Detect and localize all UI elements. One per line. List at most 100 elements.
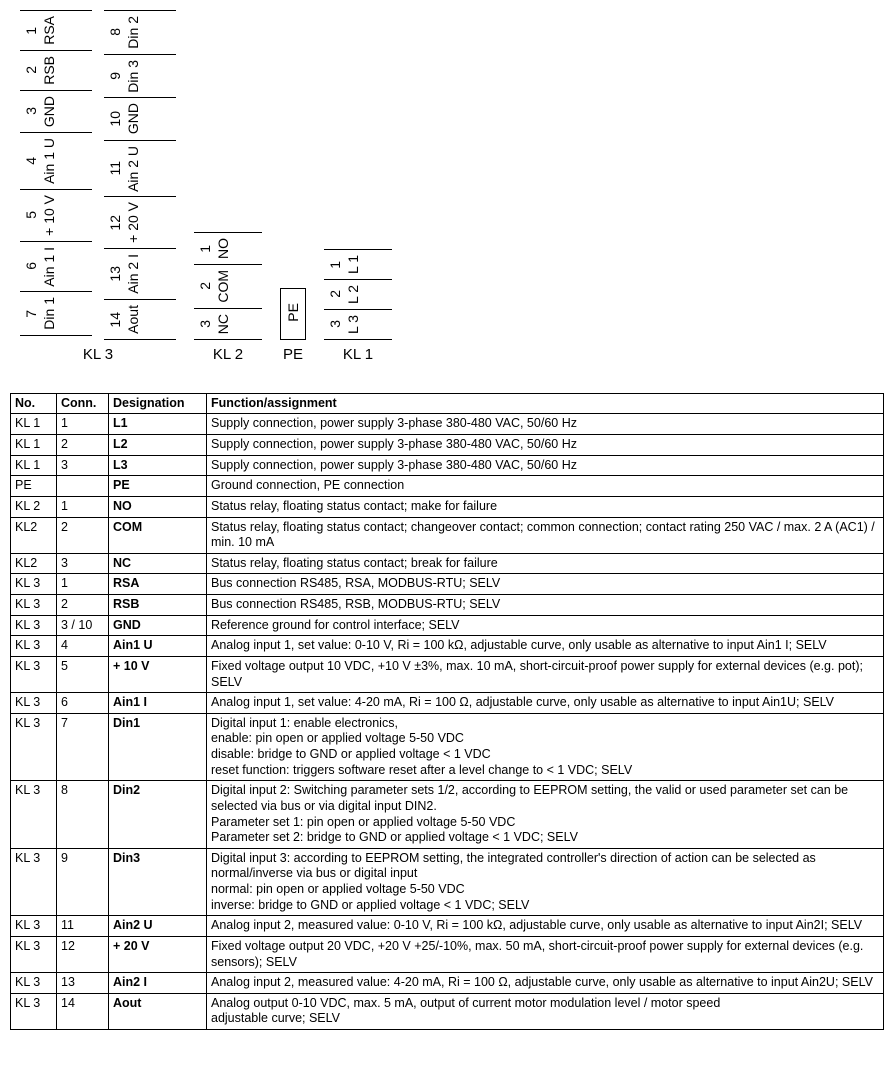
cell-func: Status relay, floating status contact; m… (207, 496, 884, 517)
pin-label: Aout (125, 303, 173, 336)
cell-conn: 8 (57, 781, 109, 849)
cell-no: KL 3 (11, 693, 57, 714)
cell-func: Analog input 2, measured value: 4-20 mA,… (207, 973, 884, 994)
terminal-pin: 10GND (104, 98, 176, 140)
table-row: KL 38Din2Digital input 2: Switching para… (11, 781, 884, 849)
pin-label: + 20 V (125, 200, 173, 245)
cell-no: KL 3 (11, 973, 57, 994)
table-row: KL 312+ 20 VFixed voltage output 20 VDC,… (11, 936, 884, 972)
pin-label: L 1 (345, 253, 389, 276)
table-row: KL 313Ain2 IAnalog input 2, measured val… (11, 973, 884, 994)
header-no: No. (11, 393, 57, 414)
cell-no: KL 3 (11, 848, 57, 916)
pin-label: L 3 (345, 313, 389, 336)
terminal-pin: 2RSB (20, 51, 92, 91)
pin-assignment-table: No. Conn. Designation Function/assignmen… (10, 393, 884, 1030)
terminal-pin: 9Din 3 (104, 55, 176, 99)
pin-number: 1 (23, 27, 41, 35)
cell-func: Supply connection, power supply 3-phase … (207, 414, 884, 435)
pin-number: 12 (107, 215, 125, 231)
kl3-block: 1RSA2RSB3GND4Ain 1 U5+ 10 V6Ain 1 I7Din … (20, 10, 176, 363)
terminal-pin: 1L 1 (324, 249, 392, 280)
pin-label: GND (41, 94, 89, 129)
cell-no: KL 3 (11, 574, 57, 595)
cell-desig: L1 (109, 414, 207, 435)
cell-conn: 9 (57, 848, 109, 916)
kl3-col-a: 1RSA2RSB3GND4Ain 1 U5+ 10 V6Ain 1 I7Din … (20, 10, 92, 340)
pin-label: Din 2 (125, 14, 173, 51)
cell-conn: 11 (57, 916, 109, 937)
header-desig: Designation (109, 393, 207, 414)
cell-desig: RSB (109, 595, 207, 616)
table-row: KL 32RSBBus connection RS485, RSB, MODBU… (11, 595, 884, 616)
pin-number: 8 (107, 28, 125, 36)
terminal-pin: 2L 2 (324, 280, 392, 310)
pin-number: 1 (197, 245, 215, 253)
pe-label: PE (283, 346, 303, 363)
cell-no: KL 3 (11, 781, 57, 849)
cell-conn: 3 (57, 455, 109, 476)
pin-number: 2 (197, 282, 215, 290)
cell-no: KL 1 (11, 455, 57, 476)
terminal-pin: 13Ain 2 I (104, 249, 176, 300)
table-row: KL 37Din1Digital input 1: enable electro… (11, 713, 884, 781)
pin-number: 6 (23, 262, 41, 270)
terminal-pin: 3GND (20, 91, 92, 133)
pin-number: 3 (327, 320, 345, 328)
terminal-pin: 1RSA (20, 10, 92, 51)
cell-desig: Din1 (109, 713, 207, 781)
cell-func: Digital input 1: enable electronics,enab… (207, 713, 884, 781)
cell-desig: Ain1 U (109, 636, 207, 657)
table-row: KL 311Ain2 UAnalog input 2, measured val… (11, 916, 884, 937)
kl2-col: 1NO2COM3NC (194, 232, 262, 340)
pin-number: 13 (107, 266, 125, 282)
table-row: KL 39Din3Digital input 3: according to E… (11, 848, 884, 916)
pin-label: Ain 2 U (125, 144, 173, 194)
cell-conn: 1 (57, 574, 109, 595)
cell-func: Supply connection, power supply 3-phase … (207, 455, 884, 476)
cell-desig: + 10 V (109, 656, 207, 692)
pin-number: 1 (327, 261, 345, 269)
cell-no: KL 2 (11, 496, 57, 517)
terminal-pin: 3NC (194, 309, 262, 340)
terminal-pin: 6Ain 1 I (20, 242, 92, 293)
pe-text: PE (281, 289, 305, 336)
kl3-label: KL 3 (83, 346, 113, 363)
pin-label: COM (215, 268, 259, 305)
pin-label: NC (215, 312, 259, 336)
cell-no: KL 1 (11, 414, 57, 435)
pin-number: 5 (23, 211, 41, 219)
cell-desig: GND (109, 615, 207, 636)
table-row: KL 36Ain1 IAnalog input 1, set value: 4-… (11, 693, 884, 714)
table-row: KL 21NOStatus relay, floating status con… (11, 496, 884, 517)
cell-conn: 12 (57, 936, 109, 972)
pin-label: Ain 1 I (41, 245, 89, 289)
cell-conn: 5 (57, 656, 109, 692)
cell-no: KL 1 (11, 435, 57, 456)
terminal-pin: 3L 3 (324, 310, 392, 340)
terminal-pin: 7Din 1 (20, 292, 92, 336)
pin-label: Ain 2 I (125, 252, 173, 296)
terminal-pin: 2COM (194, 265, 262, 309)
cell-func: Ground connection, PE connection (207, 476, 884, 497)
cell-func: Bus connection RS485, RSA, MODBUS-RTU; S… (207, 574, 884, 595)
cell-no: KL 3 (11, 713, 57, 781)
cell-desig: + 20 V (109, 936, 207, 972)
table-row: KL 314AoutAnalog output 0-10 VDC, max. 5… (11, 993, 884, 1029)
cell-desig: L3 (109, 455, 207, 476)
pe-box: PE (280, 288, 306, 340)
cell-desig: PE (109, 476, 207, 497)
cell-no: KL 3 (11, 615, 57, 636)
pin-number: 2 (327, 290, 345, 298)
pin-number: 4 (23, 157, 41, 165)
table-row: KL 35+ 10 VFixed voltage output 10 VDC, … (11, 656, 884, 692)
pin-label: NO (215, 236, 259, 261)
cell-func: Status relay, floating status contact; c… (207, 517, 884, 553)
cell-conn: 2 (57, 595, 109, 616)
header-func: Function/assignment (207, 393, 884, 414)
table-header-row: No. Conn. Designation Function/assignmen… (11, 393, 884, 414)
cell-func: Fixed voltage output 20 VDC, +20 V +25/-… (207, 936, 884, 972)
cell-func: Status relay, floating status contact; b… (207, 553, 884, 574)
cell-conn: 1 (57, 414, 109, 435)
terminal-pin: 11Ain 2 U (104, 141, 176, 198)
